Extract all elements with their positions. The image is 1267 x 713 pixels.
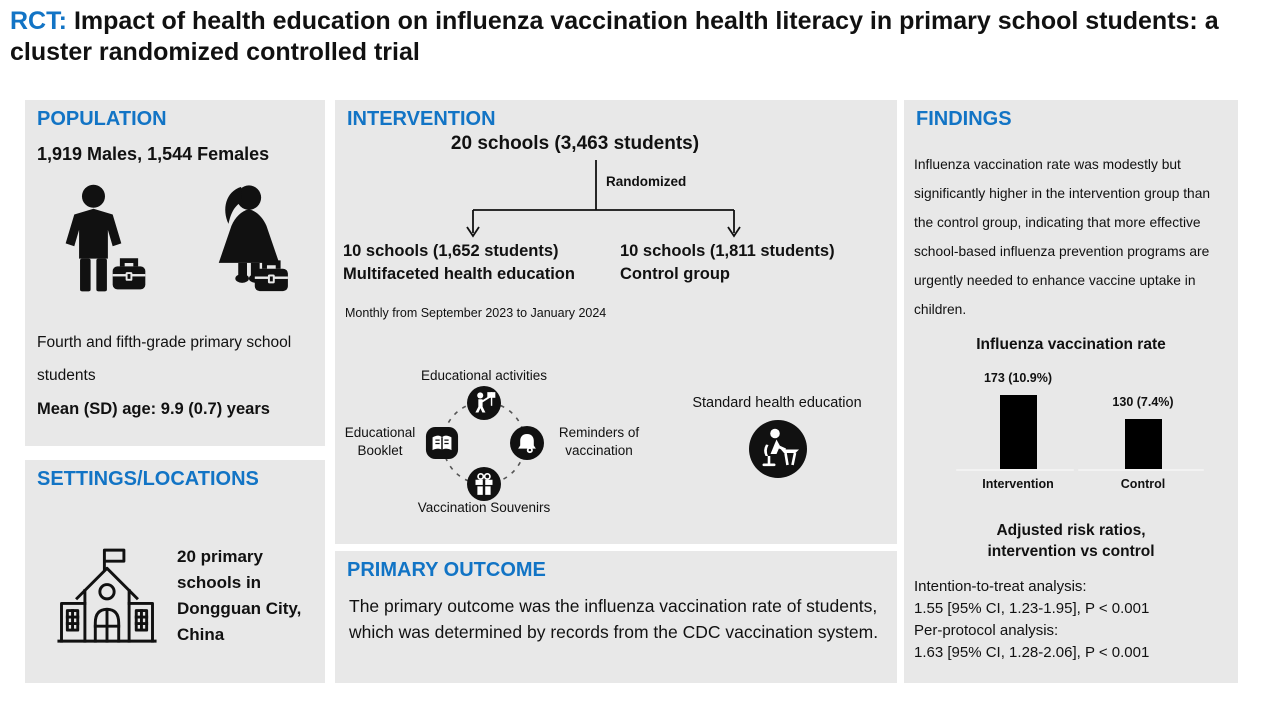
total-enrollment: 20 schools (3,463 students) xyxy=(450,133,700,154)
gift-icon xyxy=(467,467,501,501)
intervention-panel: INTERVENTION 20 schools (3,463 students)… xyxy=(335,100,897,544)
risk-ratio-heading: Adjusted risk ratios, intervention vs co… xyxy=(904,520,1238,562)
population-panel: POPULATION 1,919 Males, 1,544 Females xyxy=(25,100,325,446)
pp-label: Per-protocol analysis: xyxy=(914,622,1059,639)
control-group-label: Standard health education xyxy=(692,395,862,411)
arm-size: 10 schools (1,811 students) xyxy=(620,242,835,260)
intervention-bar xyxy=(1000,395,1037,469)
settings-panel: SETTINGS/LOCATIONS 20 primary schools in… xyxy=(25,460,325,683)
arm-name: Multifaceted health education xyxy=(343,265,575,283)
findings-summary: Influenza vaccination rate was modestly … xyxy=(914,157,1211,317)
population-counts: 1,919 Males, 1,544 Females xyxy=(37,144,270,164)
x-axis-line xyxy=(956,469,1074,471)
population-description: Fourth and fifth-grade primary school st… xyxy=(37,334,292,384)
school-building-icon xyxy=(57,548,157,643)
randomized-label: Randomized xyxy=(606,174,687,189)
control-arm: 10 schools (1,811 students) Control grou… xyxy=(620,240,890,286)
arm-size: 10 schools (1,652 students) xyxy=(343,242,559,260)
x-axis-line xyxy=(1078,469,1204,471)
risk-ratio-heading-line: Adjusted risk ratios, xyxy=(996,522,1146,539)
girl-student-icon xyxy=(218,185,288,292)
settings-location-text: 20 primary schools in Dongguan City, Chi… xyxy=(177,547,302,644)
page-title: RCT: Impact of health education on influe… xyxy=(10,6,1260,68)
bar-value-label: 173 (10.9%) xyxy=(983,371,1053,385)
control-bar xyxy=(1125,419,1162,469)
open-book-icon xyxy=(425,426,459,460)
bar-value-label: 130 (7.4%) xyxy=(1112,395,1174,409)
intervention-schedule: Monthly from September 2023 to January 2… xyxy=(345,306,607,320)
component-label: Educational Booklet xyxy=(344,425,416,458)
findings-panel: FINDINGS Influenza vaccination rate was … xyxy=(904,100,1238,683)
category-label: Control xyxy=(1120,477,1166,491)
risk-ratio-heading-line: intervention vs control xyxy=(987,543,1155,560)
primary-outcome-text: The primary outcome was the influenza va… xyxy=(349,596,879,642)
component-label: Vaccination Souvenirs xyxy=(417,500,551,515)
boy-student-icon xyxy=(65,184,146,292)
component-label: Reminders of vaccination xyxy=(558,425,640,458)
analysis-results: Intention-to-treat analysis: 1.55 [95% C… xyxy=(914,576,1234,664)
chart-title: Influenza vaccination rate xyxy=(976,336,1166,353)
population-heading: POPULATION xyxy=(37,108,167,130)
primary-outcome-heading: PRIMARY OUTCOME xyxy=(347,559,546,581)
findings-heading: FINDINGS xyxy=(916,108,1012,130)
settings-heading: SETTINGS/LOCATIONS xyxy=(37,468,259,490)
arm-name: Control group xyxy=(620,265,730,283)
primary-outcome-panel: PRIMARY OUTCOME The primary outcome was … xyxy=(335,551,897,683)
pp-value: 1.63 [95% CI, 1.28-2.06], P < 0.001 xyxy=(914,644,1150,661)
presenter-icon xyxy=(467,386,501,420)
intervention-arm: 10 schools (1,652 students) Multifaceted… xyxy=(343,240,608,286)
title-prefix: RCT: xyxy=(10,7,67,35)
title-text: Impact of health education on influenza … xyxy=(10,7,1219,66)
student-desk-icon xyxy=(749,420,807,478)
itt-value: 1.55 [95% CI, 1.23-1.95], P < 0.001 xyxy=(914,600,1150,617)
bell-icon xyxy=(510,426,544,460)
intervention-heading: INTERVENTION xyxy=(347,108,496,130)
population-age: Mean (SD) age: 9.9 (0.7) years xyxy=(37,400,270,418)
component-label: Educational activities xyxy=(420,368,548,383)
itt-label: Intention-to-treat analysis: xyxy=(914,578,1087,595)
category-label: Intervention xyxy=(982,477,1054,491)
